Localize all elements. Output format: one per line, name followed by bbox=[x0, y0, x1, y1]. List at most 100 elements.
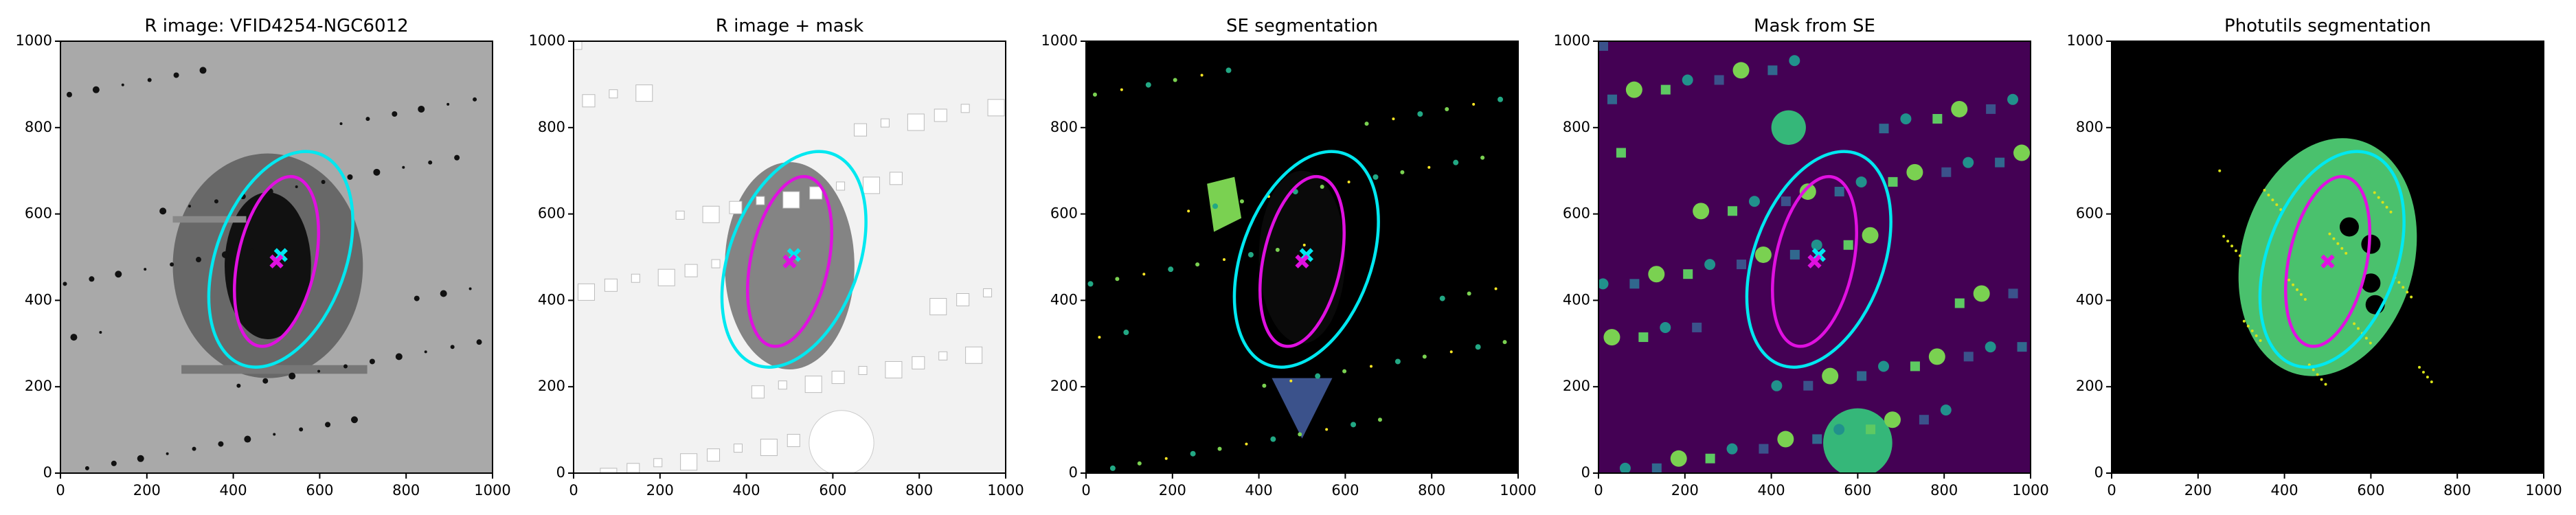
x-tick-label: 1000 bbox=[987, 482, 1024, 499]
mask-source bbox=[1963, 157, 1974, 168]
seg-source bbox=[1275, 247, 1280, 252]
seg-speck bbox=[2353, 322, 2356, 325]
seg-source bbox=[1289, 379, 1293, 382]
y-tick-label: 800 bbox=[2076, 119, 2103, 135]
mask-box bbox=[854, 123, 868, 137]
mask-box bbox=[934, 108, 947, 122]
star bbox=[321, 179, 326, 184]
star bbox=[92, 86, 100, 93]
star bbox=[295, 185, 298, 189]
y-tick-label: 0 bbox=[1069, 464, 1078, 481]
mask-hole bbox=[2339, 217, 2359, 237]
mask-source bbox=[1629, 279, 1640, 289]
mask-box bbox=[609, 89, 618, 99]
mask-source bbox=[1940, 404, 1952, 416]
seg-source bbox=[1115, 277, 1120, 282]
star bbox=[147, 78, 152, 82]
bleed bbox=[172, 216, 247, 223]
plot-area bbox=[574, 41, 1006, 473]
star bbox=[347, 174, 353, 180]
star bbox=[365, 117, 370, 122]
star bbox=[199, 67, 207, 74]
mask-source bbox=[2007, 93, 2019, 105]
mask-source bbox=[1888, 176, 1898, 187]
star bbox=[339, 122, 343, 126]
seg-galaxy bbox=[2238, 138, 2417, 376]
mask-big bbox=[1771, 110, 1806, 145]
seg-speck bbox=[2421, 370, 2425, 374]
mask-source bbox=[1728, 206, 1738, 216]
plot-area bbox=[60, 41, 493, 473]
star bbox=[99, 331, 102, 334]
star bbox=[121, 83, 124, 87]
y-tick-label: 1000 bbox=[1554, 32, 1590, 49]
seg-speck bbox=[2271, 198, 2274, 202]
star bbox=[196, 257, 202, 263]
x-tick-label: 600 bbox=[1331, 482, 1359, 499]
seg-source bbox=[1098, 336, 1101, 339]
seg-speck bbox=[2332, 237, 2336, 240]
seg-speck bbox=[2292, 283, 2295, 286]
seg-speck bbox=[2234, 249, 2237, 253]
galaxy bbox=[725, 162, 855, 370]
mask-box bbox=[582, 94, 596, 108]
x-tick-label: 0 bbox=[56, 482, 65, 499]
mask-source bbox=[1928, 348, 1945, 365]
star bbox=[236, 383, 241, 388]
panel-title: Photutils segmentation bbox=[2224, 16, 2431, 36]
seg-speck bbox=[2259, 339, 2262, 343]
mask-source bbox=[1833, 424, 1845, 435]
x-tick-label: 1000 bbox=[474, 482, 510, 499]
mask-box bbox=[631, 273, 640, 283]
seg-source bbox=[1427, 165, 1431, 169]
mask-box bbox=[782, 191, 800, 209]
seg-source bbox=[1400, 170, 1405, 174]
seg-source bbox=[1109, 465, 1116, 471]
mask-box bbox=[965, 346, 983, 364]
mask-source bbox=[1995, 157, 2005, 168]
mask-source bbox=[1651, 463, 1662, 473]
mask-box bbox=[653, 458, 663, 468]
y-tick-label: 600 bbox=[25, 205, 52, 222]
seg-speck bbox=[2218, 169, 2222, 172]
mask-source bbox=[1963, 352, 1974, 362]
seg-source bbox=[1187, 209, 1190, 213]
panel-title: Mask from SE bbox=[1754, 16, 1875, 36]
seg-source bbox=[1247, 251, 1254, 258]
axes-frame bbox=[2111, 41, 2544, 474]
seg-source bbox=[1168, 266, 1174, 273]
star bbox=[414, 295, 420, 301]
center-marker bbox=[2320, 254, 2335, 268]
x-tick-label: 400 bbox=[1758, 482, 1785, 499]
seg-speck bbox=[2299, 293, 2303, 296]
seg-speck bbox=[2418, 365, 2421, 369]
mask-box bbox=[880, 118, 890, 128]
star bbox=[276, 242, 281, 247]
mask-box bbox=[858, 366, 868, 376]
star bbox=[262, 378, 269, 384]
x-tick-label: 200 bbox=[1159, 482, 1186, 499]
star bbox=[350, 416, 358, 424]
mask-source bbox=[1777, 431, 1794, 448]
aperture-ellipse bbox=[207, 150, 354, 369]
mask-source bbox=[1906, 163, 1923, 181]
star bbox=[343, 364, 348, 369]
seg-source bbox=[1320, 185, 1324, 190]
mask-source bbox=[1985, 341, 1996, 353]
seg-speck bbox=[2312, 368, 2315, 371]
seg-speck bbox=[2430, 380, 2433, 384]
y-tick-label: 600 bbox=[2076, 205, 2103, 222]
seg-speck bbox=[2357, 327, 2360, 330]
axes-frame bbox=[573, 41, 1006, 474]
mask-source bbox=[1803, 380, 1814, 391]
y-tick-label: 600 bbox=[538, 205, 565, 222]
mask-source bbox=[1693, 203, 1710, 220]
x-tick-label: 800 bbox=[905, 482, 933, 499]
mask-source bbox=[1822, 367, 1839, 385]
star bbox=[221, 251, 229, 258]
star bbox=[244, 435, 251, 443]
mask-source bbox=[1682, 74, 1693, 86]
mask-source bbox=[1862, 227, 1879, 244]
y-tick-label: 800 bbox=[1563, 119, 1590, 135]
star bbox=[159, 207, 167, 215]
